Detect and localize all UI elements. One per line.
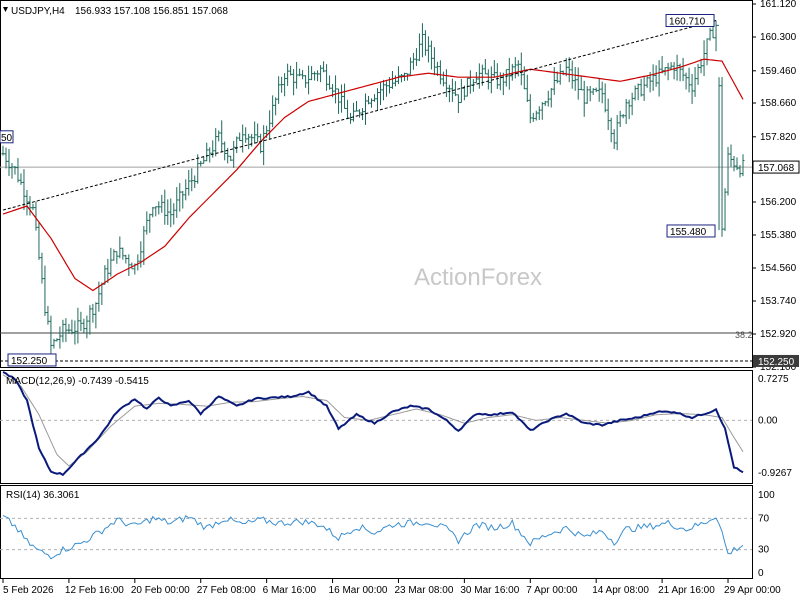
rsi-line xyxy=(2,514,744,560)
x-tick-label: 23 Mar 08:00 xyxy=(394,585,453,596)
x-tick-label: 14 Apr 08:00 xyxy=(592,585,649,596)
x-tick-label: 6 Mar 16:00 xyxy=(263,585,317,596)
price-tick-label: 161.120 xyxy=(760,0,797,10)
x-tick-label: 5 Feb 2026 xyxy=(3,585,54,596)
high-label-box xyxy=(665,14,715,27)
x-tick-label: 12 Feb 16:00 xyxy=(65,585,124,596)
fib-label: 38.2 xyxy=(735,330,753,340)
rsi-tick-label: 70 xyxy=(758,513,770,524)
macd-signal-line xyxy=(2,374,744,467)
x-tick-label: 21 Apr 16:00 xyxy=(658,585,715,596)
watermark: ActionForex xyxy=(414,264,542,291)
price-tick-label: 153.740 xyxy=(760,296,797,307)
x-tick-label: 29 Apr 00:00 xyxy=(724,585,781,596)
current-price-box xyxy=(752,160,800,174)
price-tick-label: 158.660 xyxy=(760,98,797,109)
price-bars xyxy=(1,19,745,361)
main-panel-frame xyxy=(0,0,753,368)
trendline-layer xyxy=(2,20,717,211)
rsi-tick-label: 30 xyxy=(758,545,770,556)
macd-title: MACD(12,26,9) -0.7439 -0.5415 xyxy=(6,376,149,387)
early-low-label: 152.250 xyxy=(11,356,48,367)
price-tick-label: 160.300 xyxy=(760,32,797,43)
x-tick-label: 7 Apr 00:00 xyxy=(526,585,578,596)
symbol-label: USDJPY,H4 xyxy=(11,6,65,17)
x-tick-label: 20 Feb 00:00 xyxy=(131,585,190,596)
ohlc-values: 156.933 157.108 156.851 157.068 xyxy=(75,6,228,17)
macd-tick-label: 0.00 xyxy=(758,415,778,426)
macd-panel-frame xyxy=(0,370,753,484)
macd-tick-label: -0.9267 xyxy=(758,468,792,479)
rsi-tick-label: 0 xyxy=(758,568,764,579)
annotation-layer: 160.710 155.480 152.250 50 xyxy=(0,14,716,367)
price-tick-label: 152.100 xyxy=(760,362,797,373)
recent-low-label-box xyxy=(666,224,716,238)
header-arrow-icon xyxy=(3,7,8,12)
macd-line xyxy=(2,371,744,477)
grid-layer xyxy=(0,166,752,362)
early-low-label-box xyxy=(7,353,57,367)
high-label: 160.710 xyxy=(669,17,706,28)
price-tick-label: 152.920 xyxy=(760,329,797,340)
current-price-label: 157.068 xyxy=(758,163,795,174)
support-price-label: 152.250 xyxy=(758,357,795,368)
macd-tick-label: 0.7275 xyxy=(758,374,789,385)
left-partial-label: 50 xyxy=(1,133,13,144)
x-tick-label: 27 Feb 08:00 xyxy=(197,585,256,596)
moving-average-layer xyxy=(2,58,744,292)
rsi-layer xyxy=(0,514,752,560)
price-tick-label: 155.380 xyxy=(760,230,797,241)
price-tick-label: 154.560 xyxy=(760,263,797,274)
support-price-box xyxy=(753,354,799,367)
left-partial-label-box xyxy=(0,130,14,144)
price-tick-label: 157.820 xyxy=(760,132,797,143)
rsi-panel-frame xyxy=(0,485,753,579)
price-tick-label: 159.460 xyxy=(760,66,797,77)
price-tick-label: 156.200 xyxy=(760,197,797,208)
rising-trendline xyxy=(2,20,717,211)
recent-low-label: 155.480 xyxy=(670,227,707,238)
rsi-tick-label: 100 xyxy=(758,490,775,501)
macd-layer xyxy=(0,371,752,477)
rsi-title: RSI(14) 36.3061 xyxy=(6,490,80,501)
x-tick-label: 16 Mar 00:00 xyxy=(329,585,388,596)
x-tick-label: 30 Mar 16:00 xyxy=(460,585,519,596)
moving-average-line xyxy=(2,58,744,292)
